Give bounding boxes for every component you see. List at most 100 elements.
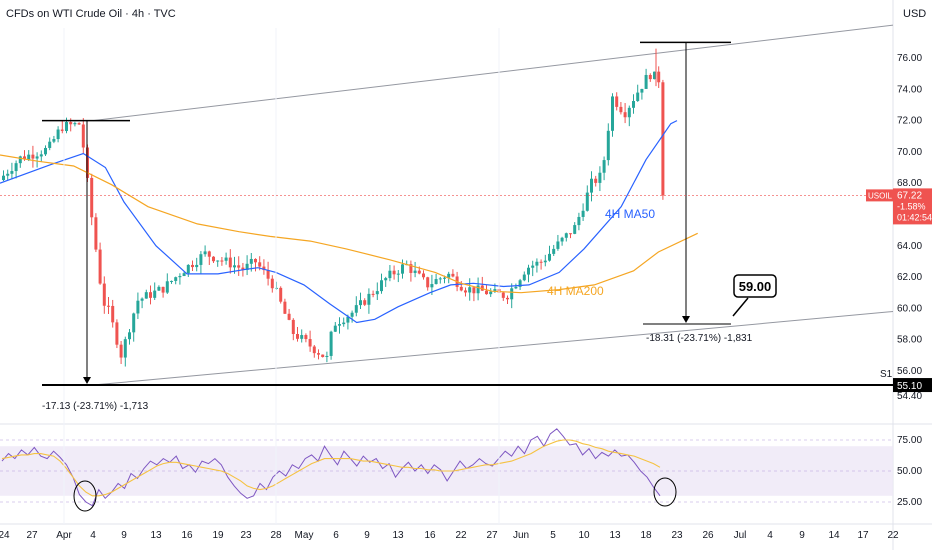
candle-body (380, 280, 383, 292)
candle-body (413, 270, 417, 273)
candle-body (321, 354, 325, 357)
candle-body (199, 254, 203, 265)
candle-body (354, 305, 358, 313)
candle-body (10, 171, 14, 174)
last-price-value: 67.22 (897, 190, 922, 201)
candle-body (161, 286, 165, 293)
target-callout-label: 59.00 (739, 279, 772, 294)
candle-body (522, 274, 526, 281)
time-tick-label: 4 (90, 530, 96, 541)
candle-body (191, 264, 194, 268)
candle-body (90, 177, 94, 218)
candle-body (472, 287, 476, 294)
candle-body (308, 339, 312, 347)
candle-body (31, 154, 35, 159)
candle-body (312, 346, 316, 354)
candle-body (107, 305, 110, 307)
candle-body (77, 123, 81, 125)
candle-body (224, 257, 228, 261)
price-tick-label: 72.00 (897, 116, 922, 127)
candle-body (464, 290, 467, 293)
price-tick-label: 58.00 (897, 335, 922, 346)
candle-body (52, 139, 56, 142)
candle-body (333, 325, 337, 332)
candle-body (661, 82, 665, 196)
candle-body (6, 173, 10, 176)
candle-body (623, 112, 627, 118)
rsi-series-1 (1, 439, 661, 497)
price-tick-label: 62.00 (897, 272, 922, 283)
last-price-symbol: USOIL (868, 191, 893, 200)
candle-body (212, 256, 215, 262)
candle-body (123, 339, 127, 358)
candle-body (111, 305, 115, 323)
candle-body (338, 324, 341, 326)
candle-body (174, 277, 178, 281)
candle-body (102, 283, 106, 306)
time-tick-label: May (295, 530, 314, 541)
rsi-tick-label: 75.00 (897, 435, 922, 446)
candle-body (594, 178, 598, 183)
candle-body (291, 319, 295, 335)
candle-body (249, 258, 253, 264)
time-tick-label: 14 (828, 530, 840, 541)
candle-body (266, 270, 270, 279)
candle-body (636, 92, 640, 102)
candle-body (602, 160, 606, 173)
last-price-change: -1.58% (897, 201, 926, 211)
candle-body (451, 273, 455, 277)
candle-body (35, 156, 39, 159)
price-tick-label: 56.00 (897, 366, 922, 377)
candle-body (195, 264, 199, 268)
time-tick-label: 17 (857, 530, 869, 541)
candle-body (401, 264, 404, 274)
candle-body (245, 263, 249, 270)
candle-body (501, 292, 505, 298)
candle-body (296, 334, 299, 339)
candle-body (371, 293, 375, 295)
rsi-tick-label: 25.00 (897, 497, 922, 508)
candle-body (489, 291, 493, 295)
time-tick-label: 4 (767, 530, 773, 541)
candle-body (468, 287, 472, 293)
candle-body (430, 284, 434, 288)
candle-body (18, 156, 22, 164)
time-tick-label: 16 (181, 530, 193, 541)
time-tick-label: 9 (121, 530, 127, 541)
time-axis: 24 27 Apr 4 9 13 16 19 23 28 May 6 9 13 16 22 27 Jun 5 10 13… (0, 28, 899, 541)
candle-body (657, 71, 661, 83)
candle-body (422, 273, 425, 278)
candle-body (417, 270, 421, 274)
target-callout-pointer (732, 297, 749, 317)
candle-body (44, 147, 47, 155)
candle-body (73, 123, 77, 125)
candle-body (548, 253, 551, 261)
time-tick-label: 13 (609, 530, 621, 541)
candle-body (476, 285, 480, 294)
price-tick-label: 68.00 (897, 178, 922, 189)
candle-body (350, 312, 354, 317)
price-tick-label: 70.00 (897, 147, 922, 158)
rsi-circle-right (653, 477, 677, 507)
candle-body (627, 107, 631, 118)
candle-body (619, 106, 623, 113)
candle-body (144, 292, 148, 299)
rsi-tick-label: 50.00 (897, 466, 922, 477)
time-tick-label: 5 (550, 530, 556, 541)
time-tick-label: 24 (0, 530, 10, 541)
time-tick-label: 23 (240, 530, 252, 541)
candle-body (300, 335, 304, 339)
ma-line-1 (0, 154, 698, 294)
price-tick-label: 54.40 (897, 391, 922, 402)
time-tick-label: 10 (578, 530, 590, 541)
candle-body (140, 298, 144, 301)
time-tick-label: 18 (640, 530, 652, 541)
support-price-tag (893, 378, 932, 393)
time-tick-label: 13 (392, 530, 404, 541)
candle-body (241, 267, 245, 270)
candle-body (94, 217, 98, 250)
candle-body (237, 265, 241, 268)
candle-body (493, 289, 497, 292)
